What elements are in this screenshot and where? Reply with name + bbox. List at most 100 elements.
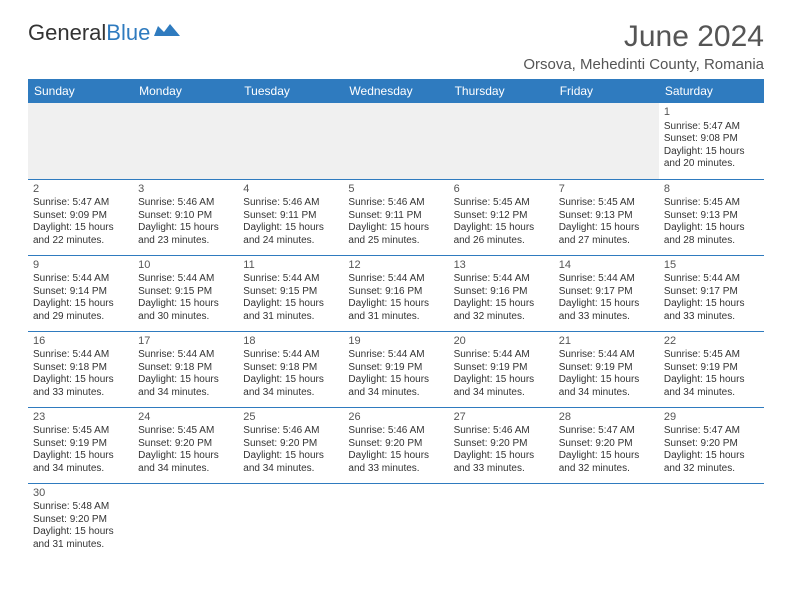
day-header: Sunday — [28, 79, 133, 103]
daylight1-text: Daylight: 15 hours — [559, 298, 654, 311]
calendar-cell: 12Sunrise: 5:44 AMSunset: 9:16 PMDayligh… — [343, 255, 448, 331]
day-number: 7 — [559, 183, 654, 197]
day-number: 20 — [454, 335, 549, 349]
daylight1-text: Daylight: 15 hours — [664, 146, 759, 159]
day-header: Tuesday — [238, 79, 343, 103]
sunset-text: Sunset: 9:10 PM — [138, 210, 233, 223]
calendar-cell — [449, 483, 554, 559]
daylight2-text: and 24 minutes. — [243, 235, 338, 248]
sunrise-text: Sunrise: 5:45 AM — [559, 197, 654, 210]
day-header: Wednesday — [343, 79, 448, 103]
sunset-text: Sunset: 9:09 PM — [33, 210, 128, 223]
calendar-cell: 16Sunrise: 5:44 AMSunset: 9:18 PMDayligh… — [28, 331, 133, 407]
sunset-text: Sunset: 9:16 PM — [348, 286, 443, 299]
calendar-cell: 4Sunrise: 5:46 AMSunset: 9:11 PMDaylight… — [238, 179, 343, 255]
sunset-text: Sunset: 9:18 PM — [33, 362, 128, 375]
daylight1-text: Daylight: 15 hours — [243, 450, 338, 463]
calendar-cell — [133, 483, 238, 559]
calendar-cell: 20Sunrise: 5:44 AMSunset: 9:19 PMDayligh… — [449, 331, 554, 407]
logo-flag-icon — [154, 20, 180, 46]
sunrise-text: Sunrise: 5:44 AM — [348, 273, 443, 286]
daylight1-text: Daylight: 15 hours — [33, 374, 128, 387]
daylight1-text: Daylight: 15 hours — [454, 374, 549, 387]
day-number: 25 — [243, 411, 338, 425]
calendar-cell: 23Sunrise: 5:45 AMSunset: 9:19 PMDayligh… — [28, 407, 133, 483]
sunrise-text: Sunrise: 5:45 AM — [664, 349, 759, 362]
calendar-body: 1Sunrise: 5:47 AMSunset: 9:08 PMDaylight… — [28, 103, 764, 559]
day-number: 16 — [33, 335, 128, 349]
daylight2-text: and 33 minutes. — [33, 387, 128, 400]
page-header: GeneralBlue June 2024 Orsova, Mehedinti … — [28, 20, 764, 73]
sunset-text: Sunset: 9:20 PM — [243, 438, 338, 451]
sunrise-text: Sunrise: 5:44 AM — [348, 349, 443, 362]
daylight2-text: and 34 minutes. — [138, 387, 233, 400]
day-number: 2 — [33, 183, 128, 197]
day-number: 19 — [348, 335, 443, 349]
calendar-cell: 26Sunrise: 5:46 AMSunset: 9:20 PMDayligh… — [343, 407, 448, 483]
calendar-cell: 19Sunrise: 5:44 AMSunset: 9:19 PMDayligh… — [343, 331, 448, 407]
calendar-row: 2Sunrise: 5:47 AMSunset: 9:09 PMDaylight… — [28, 179, 764, 255]
sunrise-text: Sunrise: 5:46 AM — [243, 197, 338, 210]
sunset-text: Sunset: 9:15 PM — [138, 286, 233, 299]
daylight2-text: and 33 minutes. — [664, 311, 759, 324]
sunrise-text: Sunrise: 5:44 AM — [559, 349, 654, 362]
daylight1-text: Daylight: 15 hours — [33, 298, 128, 311]
calendar-cell: 22Sunrise: 5:45 AMSunset: 9:19 PMDayligh… — [659, 331, 764, 407]
calendar-cell — [554, 103, 659, 179]
sunrise-text: Sunrise: 5:45 AM — [33, 425, 128, 438]
day-number: 21 — [559, 335, 654, 349]
sunset-text: Sunset: 9:19 PM — [33, 438, 128, 451]
sunrise-text: Sunrise: 5:46 AM — [348, 425, 443, 438]
daylight2-text: and 34 minutes. — [33, 463, 128, 476]
daylight1-text: Daylight: 15 hours — [138, 450, 233, 463]
daylight2-text: and 20 minutes. — [664, 158, 759, 171]
day-number: 1 — [664, 106, 759, 120]
day-number: 28 — [559, 411, 654, 425]
daylight1-text: Daylight: 15 hours — [559, 222, 654, 235]
daylight1-text: Daylight: 15 hours — [243, 374, 338, 387]
day-number: 9 — [33, 259, 128, 273]
calendar-cell: 8Sunrise: 5:45 AMSunset: 9:13 PMDaylight… — [659, 179, 764, 255]
sunset-text: Sunset: 9:19 PM — [454, 362, 549, 375]
sunset-text: Sunset: 9:20 PM — [559, 438, 654, 451]
daylight2-text: and 32 minutes. — [664, 463, 759, 476]
day-number: 8 — [664, 183, 759, 197]
sunset-text: Sunset: 9:11 PM — [243, 210, 338, 223]
calendar-cell — [659, 483, 764, 559]
sunrise-text: Sunrise: 5:44 AM — [33, 349, 128, 362]
day-header-row: Sunday Monday Tuesday Wednesday Thursday… — [28, 79, 764, 103]
sunset-text: Sunset: 9:20 PM — [348, 438, 443, 451]
sunset-text: Sunset: 9:08 PM — [664, 133, 759, 146]
calendar-cell — [449, 103, 554, 179]
day-number: 17 — [138, 335, 233, 349]
sunset-text: Sunset: 9:17 PM — [559, 286, 654, 299]
sunset-text: Sunset: 9:13 PM — [559, 210, 654, 223]
calendar-cell: 14Sunrise: 5:44 AMSunset: 9:17 PMDayligh… — [554, 255, 659, 331]
day-number: 15 — [664, 259, 759, 273]
daylight1-text: Daylight: 15 hours — [664, 222, 759, 235]
sunrise-text: Sunrise: 5:44 AM — [138, 273, 233, 286]
daylight1-text: Daylight: 15 hours — [454, 450, 549, 463]
sunrise-text: Sunrise: 5:46 AM — [348, 197, 443, 210]
daylight2-text: and 34 minutes. — [348, 387, 443, 400]
day-number: 10 — [138, 259, 233, 273]
sunrise-text: Sunrise: 5:46 AM — [454, 425, 549, 438]
calendar-cell: 21Sunrise: 5:44 AMSunset: 9:19 PMDayligh… — [554, 331, 659, 407]
sunrise-text: Sunrise: 5:47 AM — [664, 425, 759, 438]
sunset-text: Sunset: 9:13 PM — [664, 210, 759, 223]
calendar-cell — [238, 483, 343, 559]
day-number: 27 — [454, 411, 549, 425]
calendar-row: 9Sunrise: 5:44 AMSunset: 9:14 PMDaylight… — [28, 255, 764, 331]
daylight2-text: and 33 minutes. — [454, 463, 549, 476]
calendar-table: Sunday Monday Tuesday Wednesday Thursday… — [28, 79, 764, 559]
calendar-cell — [343, 103, 448, 179]
calendar-cell: 24Sunrise: 5:45 AMSunset: 9:20 PMDayligh… — [133, 407, 238, 483]
day-number: 23 — [33, 411, 128, 425]
calendar-cell: 10Sunrise: 5:44 AMSunset: 9:15 PMDayligh… — [133, 255, 238, 331]
daylight2-text: and 33 minutes. — [559, 311, 654, 324]
daylight2-text: and 32 minutes. — [454, 311, 549, 324]
daylight2-text: and 26 minutes. — [454, 235, 549, 248]
day-number: 24 — [138, 411, 233, 425]
calendar-cell: 5Sunrise: 5:46 AMSunset: 9:11 PMDaylight… — [343, 179, 448, 255]
daylight2-text: and 25 minutes. — [348, 235, 443, 248]
